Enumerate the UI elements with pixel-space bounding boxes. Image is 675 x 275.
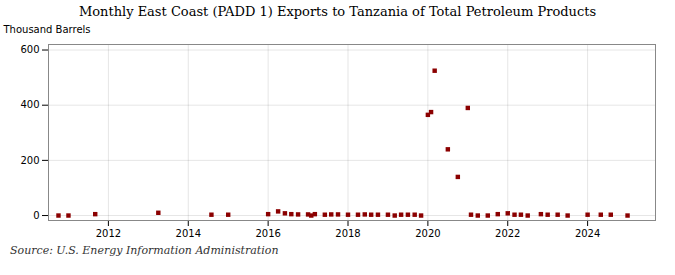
svg-text:200: 200 <box>20 155 39 166</box>
svg-text:Thousand Barrels: Thousand Barrels <box>3 24 91 35</box>
svg-text:2014: 2014 <box>176 228 201 239</box>
svg-text:600: 600 <box>20 44 39 55</box>
svg-text:2012: 2012 <box>96 228 121 239</box>
html-text:Monthly East Coast (PADD 1) Ex: Monthly East Coast (PADD 1) Exports to T… <box>78 4 597 19</box>
svg-text:400: 400 <box>20 99 39 110</box>
html-text:Source: U.S. Energy Informatio: Source: U.S. Energy Information Administ… <box>10 244 279 257</box>
svg-text:2016: 2016 <box>255 228 280 239</box>
svg-text:2022: 2022 <box>495 228 520 239</box>
svg-text:0: 0 <box>33 210 39 221</box>
svg-text:2020: 2020 <box>415 228 440 239</box>
svg-text:2018: 2018 <box>335 228 360 239</box>
svg-text:2024: 2024 <box>575 228 600 239</box>
